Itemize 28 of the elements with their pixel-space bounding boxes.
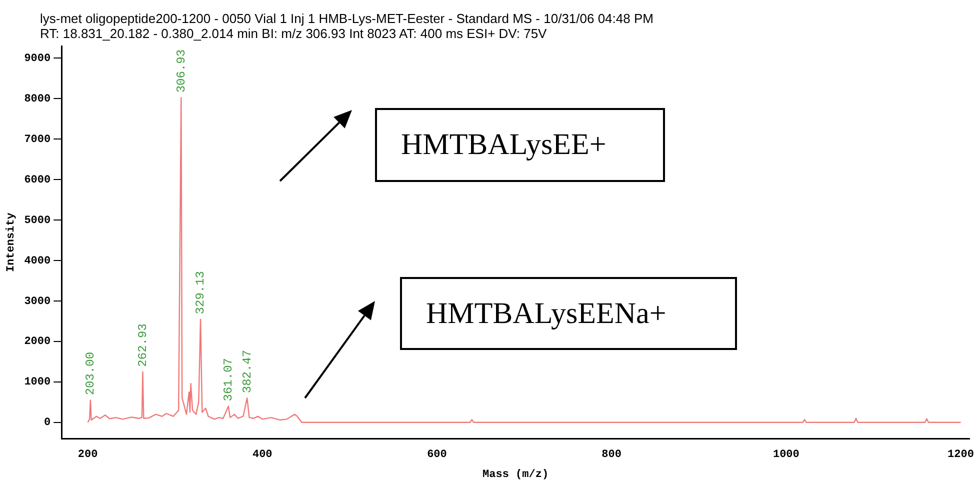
annotation: 262.93 — [136, 324, 150, 367]
x-tick-label: 1000 — [772, 448, 800, 461]
y-tick-label: 0 — [44, 417, 51, 430]
text-box: HMTBALysEE+ — [375, 108, 665, 182]
x-tick-label: 400 — [252, 448, 272, 461]
y-tick-label: 7000 — [24, 134, 51, 146]
y-tick-label: 4000 — [24, 255, 51, 268]
x-tick-label: 600 — [427, 448, 447, 461]
x-axis-title: Mass (m/z) — [482, 469, 549, 482]
chart-subtitle: RT: 18.831_20.182 - 0.380_2.014 min BI: m/z 306.93 Int 8023 AT: 400 ms ESI+ DV: 75V — [40, 26, 548, 41]
x-tick-label: 200 — [78, 448, 98, 461]
annotation: 382.47 — [240, 350, 254, 394]
x-tick-label: 1200 — [948, 448, 974, 461]
text-box: HMTBALysEENa+ — [400, 277, 737, 350]
x-tick-label: 800 — [602, 448, 622, 461]
y-tick-label: 6000 — [24, 174, 51, 186]
annotation: 329.13 — [194, 270, 208, 314]
chart-title: lys-met oligopeptide200-1200 - 0050 Vial 1 Inj 1 HMB-Lys-MET-Eester - Standard MS - 10/31/06 04:48 PM — [40, 11, 654, 26]
y-tick-label: 9000 — [24, 52, 51, 65]
annotation: 306.93 — [174, 49, 188, 93]
y-tick-label: 3000 — [24, 296, 51, 308]
y-tick-label: 1000 — [24, 376, 51, 389]
annotation: 361.07 — [222, 358, 236, 402]
y-axis-title: Intensity — [5, 212, 18, 272]
y-tick-label: 8000 — [24, 93, 51, 106]
y-tick-label: 2000 — [24, 336, 51, 348]
annotation: 203.00 — [84, 352, 98, 396]
y-tick-label: 5000 — [24, 214, 51, 227]
